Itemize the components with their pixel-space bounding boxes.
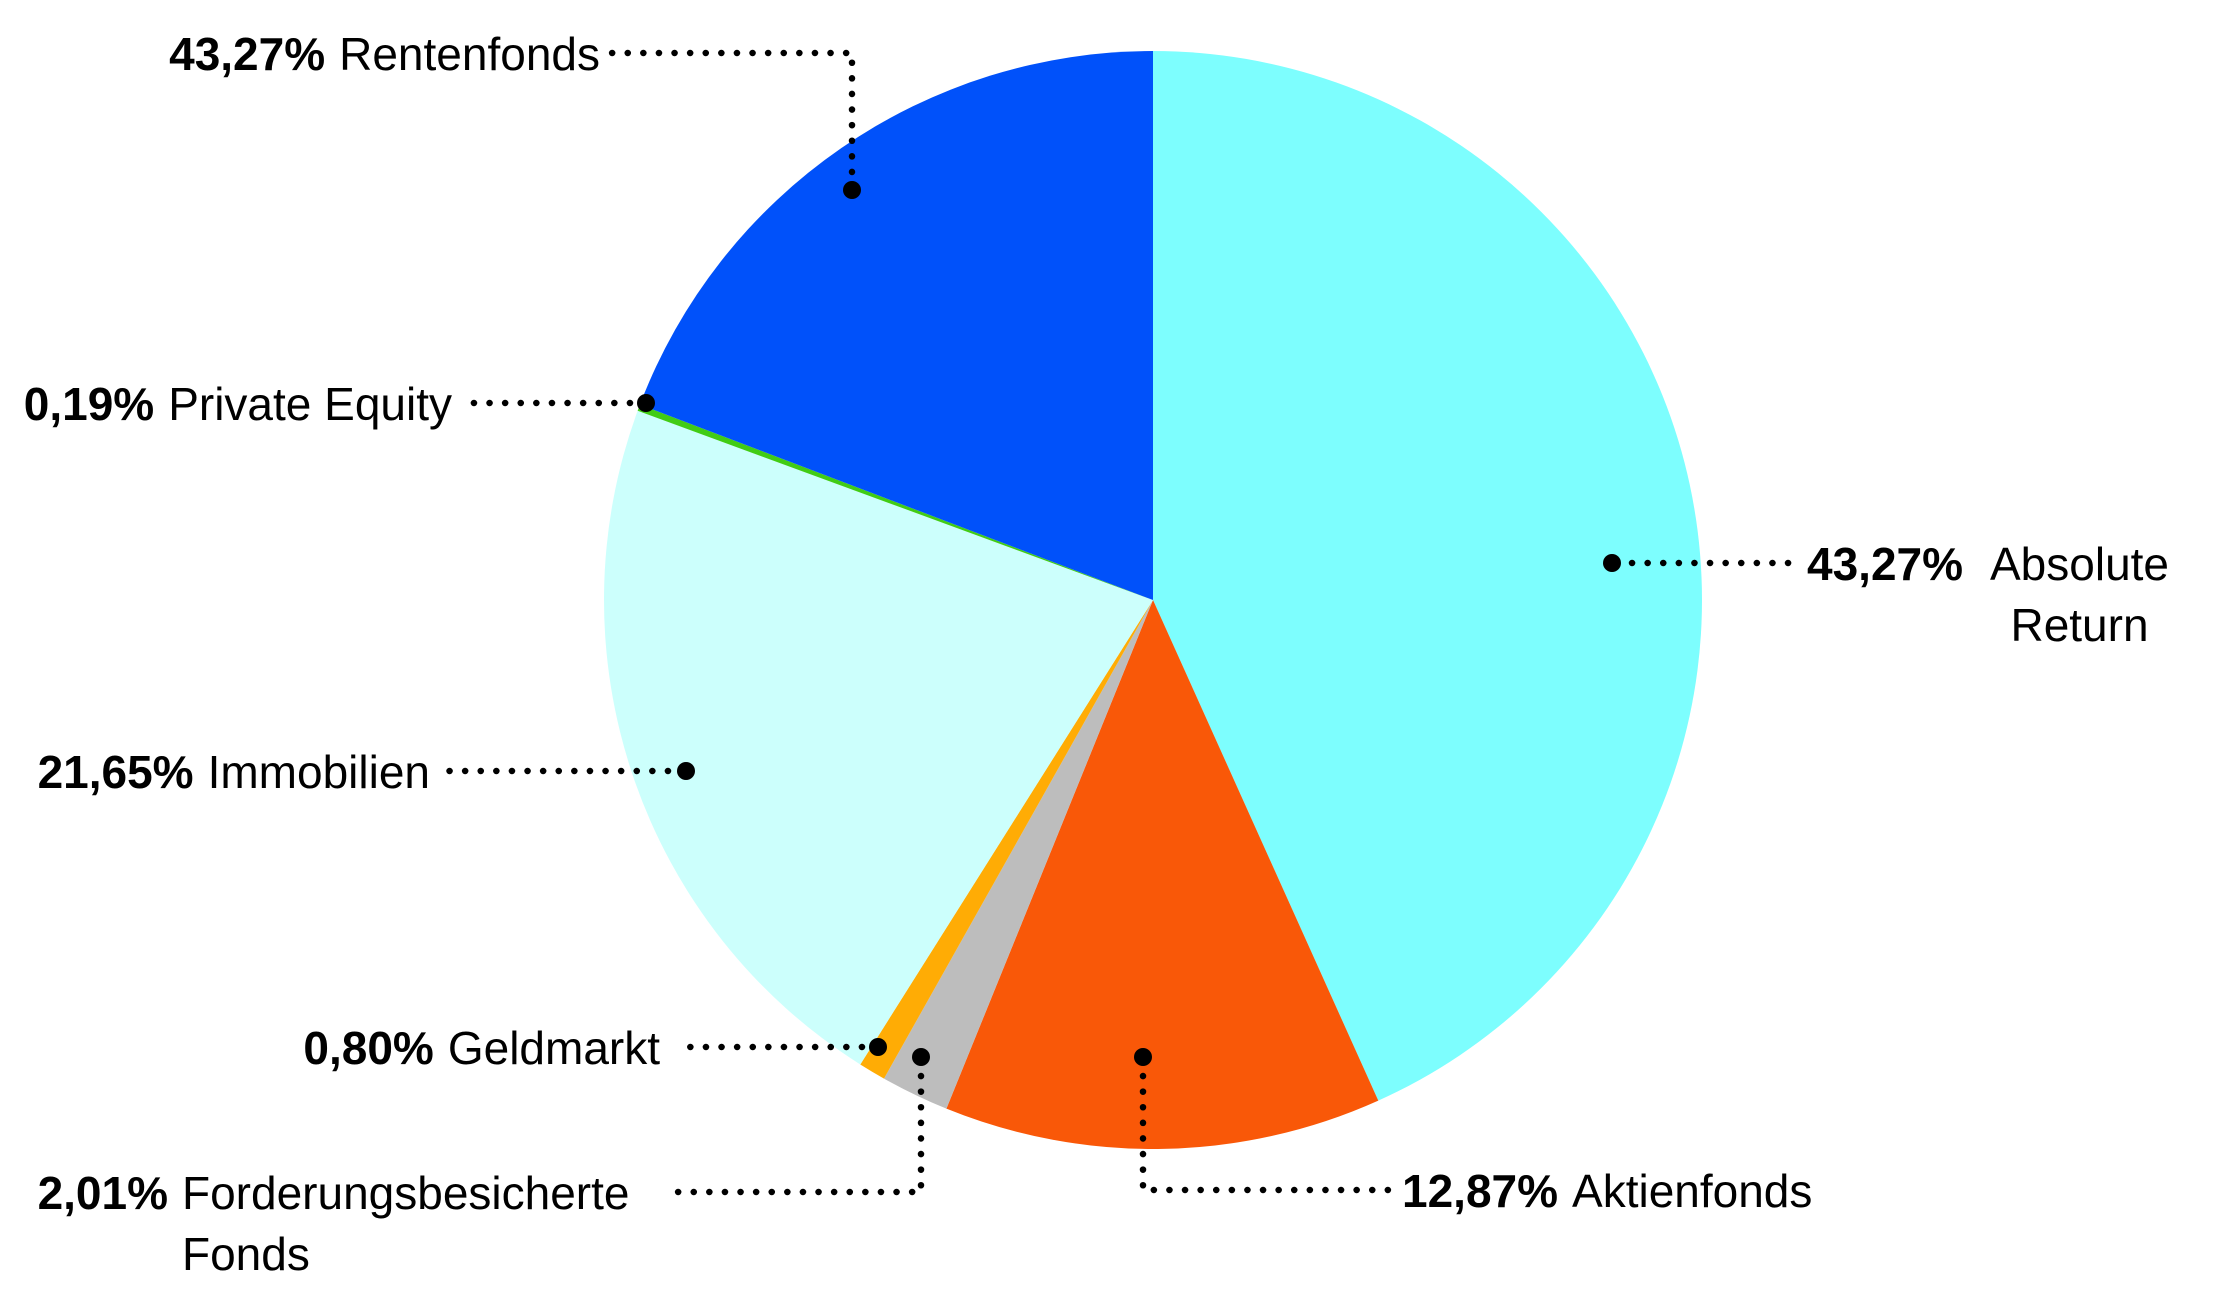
name-aktienfonds: Aktienfonds <box>1572 1165 1813 1217</box>
percent-absolute-return: 43,27% <box>1807 538 1964 590</box>
name-private-equity: Private Equity <box>168 378 452 430</box>
pie-slice-geldmarkt <box>860 600 1153 1079</box>
callout-label-absolute-return: 43,27% Absolute Return <box>1807 534 2182 656</box>
percent-aktienfonds: 12,87% <box>1402 1165 1559 1217</box>
name-rentenfonds: Rentenfonds <box>339 28 600 80</box>
leader-dot-geldmarkt <box>869 1038 887 1056</box>
percent-immobilien: 21,65% <box>37 746 194 798</box>
pie-slice-immobilien <box>604 410 1153 1065</box>
leader-line-rentenfonds <box>608 49 856 176</box>
percent-rentenfonds: 43,27% <box>169 28 326 80</box>
percent-private-equity: 0,19% <box>23 378 155 430</box>
pie-slice-absolute-return <box>1153 51 1702 1101</box>
pie-slice-aktienfonds <box>946 600 1379 1149</box>
name-absolute-return: Absolute Return <box>1990 538 2170 652</box>
leader-dot-forderungsbesicherte-fonds <box>912 1048 930 1066</box>
callout-label-forderungsbesicherte-fonds: 2,01% Forderungsbesicherte Fonds <box>38 1163 660 1285</box>
leader-dot-private-equity <box>637 394 655 412</box>
callout-label-geldmarkt: 0,80% Geldmarkt <box>303 1018 660 1079</box>
pie-slice-rentenfonds <box>639 51 1153 600</box>
leader-dot-aktienfonds <box>1134 1048 1152 1066</box>
pie-slice-private-equity <box>637 404 1153 600</box>
leader-dot-rentenfonds <box>843 181 861 199</box>
callout-label-immobilien: 21,65% Immobilien <box>38 742 430 803</box>
callout-label-private-equity: 0,19% Private Equity <box>24 374 452 435</box>
leader-line-aktienfonds <box>1139 1072 1396 1194</box>
pie-slice-forderungsbesicherte-fonds <box>883 600 1153 1109</box>
name-immobilien: Immobilien <box>207 746 430 798</box>
percent-geldmarkt: 0,80% <box>303 1022 434 1074</box>
percent-forderungsbesicherte-fonds: 2,01% <box>37 1167 168 1219</box>
leader-line-forderungsbesicherte-fonds <box>672 1072 925 1196</box>
name-geldmarkt: Geldmarkt <box>447 1022 660 1074</box>
name-forderungsbesicherte-fonds: Forderungsbesicherte Fonds <box>182 1167 630 1281</box>
leader-dot-immobilien <box>677 762 695 780</box>
callout-label-aktienfonds: 12,87% Aktienfonds <box>1402 1161 1812 1222</box>
callout-label-rentenfonds: 43,27% Rentenfonds <box>169 24 600 85</box>
leader-dot-absolute-return <box>1603 554 1621 572</box>
